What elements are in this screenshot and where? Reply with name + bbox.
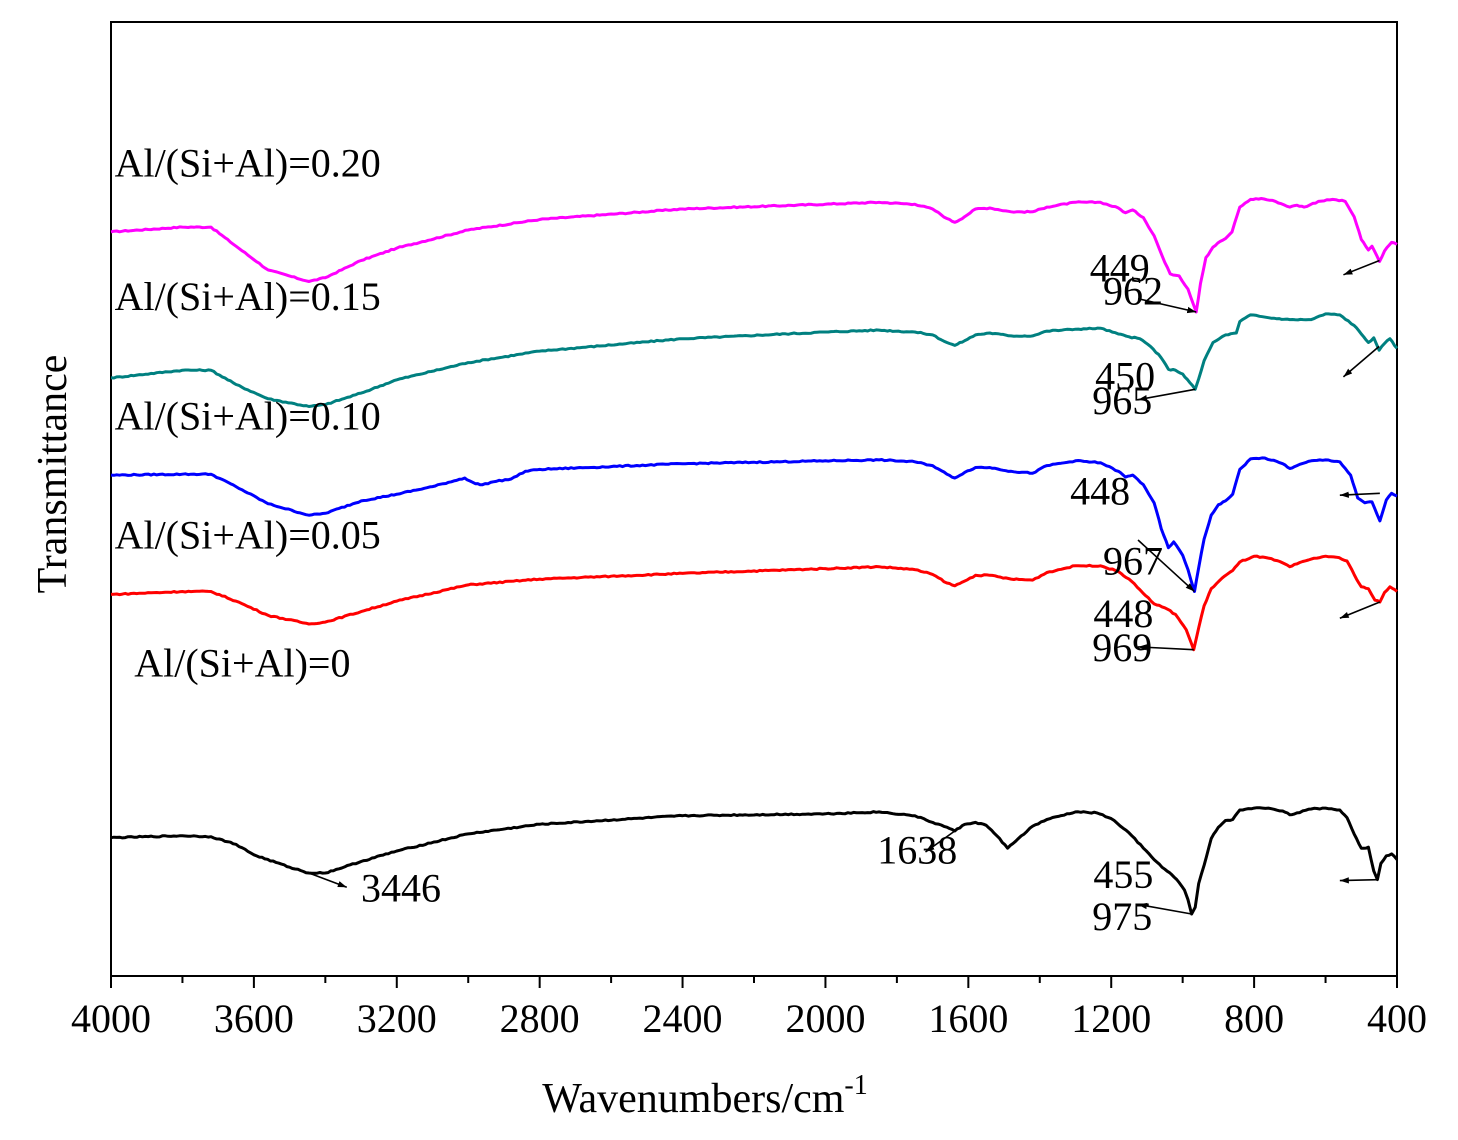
y-axis-title: Transmittance [30, 355, 76, 594]
peak-arrow [1339, 601, 1381, 619]
series-label: Al/(Si+Al)=0.05 [115, 513, 381, 558]
x-tick-label: 400 [1367, 996, 1427, 1041]
x-axis-title-superscript: -1 [844, 1070, 867, 1101]
x-tick-label: 2400 [643, 996, 723, 1041]
peak-label: 455 [1093, 852, 1153, 897]
peak-arrow [1343, 259, 1380, 276]
x-axis: 4000 3600 3200 2800 2400 2000 1600 1200 800 400 [71, 976, 1427, 1041]
x-tick-label: 1600 [928, 996, 1008, 1041]
series-label: Al/(Si+Al)=0.10 [115, 393, 381, 438]
peak-label: 450 [1095, 353, 1155, 398]
peak-arrow [1137, 297, 1197, 314]
series-label: Al/(Si+Al)=0.15 [115, 274, 381, 319]
series-curve [110, 806, 1399, 916]
x-tick-label: 4000 [71, 996, 151, 1041]
series-label: Al/(Si+Al)=0.20 [115, 141, 381, 186]
peak-label: 449 [1090, 245, 1150, 290]
peak-label: 448 [1070, 469, 1130, 514]
series-layer: Al/(Si+Al)=0.20 Al/(Si+Al)=0.15 Al/(Si+Al)… [110, 141, 1399, 916]
x-tick-label: 2000 [785, 996, 865, 1041]
peak-label: 3446 [361, 866, 441, 911]
x-axis-title: Wavenumbers/cm-1 [542, 1070, 868, 1122]
peak-label: 969 [1092, 625, 1152, 670]
x-tick-label: 3600 [214, 996, 294, 1041]
peak-label: 965 [1092, 378, 1152, 423]
series-curve [110, 554, 1398, 652]
x-tick-label: 3200 [357, 996, 437, 1041]
peak-arrow [1339, 877, 1378, 884]
peak-arrow [1342, 345, 1380, 378]
peak-arrow [1137, 388, 1196, 402]
peak-arrow [1339, 491, 1380, 498]
peak-arrow [1137, 902, 1192, 915]
series-curve [110, 312, 1399, 408]
peak-label: 962 [1103, 268, 1163, 313]
peak-arrow [1137, 539, 1195, 593]
series-curve [110, 197, 1398, 314]
peak-label: 448 [1093, 591, 1153, 636]
peak-arrow [925, 830, 956, 853]
x-tick-label: 2800 [500, 996, 580, 1041]
peak-label: 1638 [877, 827, 957, 872]
peak-arrow [1137, 644, 1194, 651]
peak-label: 975 [1092, 894, 1152, 939]
x-tick-label: 800 [1224, 996, 1284, 1041]
peak-label: 967 [1103, 538, 1163, 583]
x-tick-label: 1200 [1071, 996, 1151, 1041]
peak-arrow [308, 872, 348, 889]
series-label: Al/(Si+Al)=0 [134, 640, 350, 685]
